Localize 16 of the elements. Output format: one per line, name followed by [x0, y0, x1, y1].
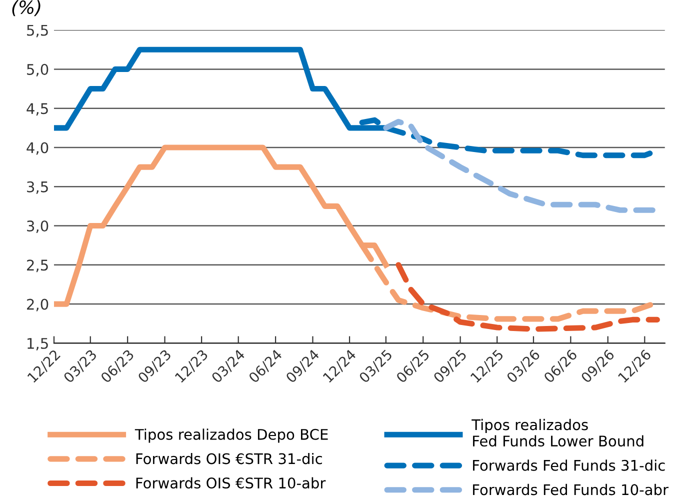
legend-label: Tipos realizados Depo BCE — [134, 428, 328, 443]
legend-label: Forwards Fed Funds 31-dic — [473, 460, 665, 471]
legend-label: Tipos realizados Fed Funds Lower Bound — [472, 418, 644, 447]
y-tick-label: 4,0 — [26, 142, 48, 155]
y-tick-label: 5,0 — [27, 64, 48, 76]
y-tick-label: 4,5 — [26, 103, 48, 116]
y-tick-label: 1,5 — [28, 338, 48, 350]
legend-label: Forwards Fed Funds 10-abr — [473, 484, 669, 496]
y-tick-label: 2,5 — [27, 260, 48, 272]
y-tick-label: 2,0 — [27, 298, 48, 312]
legend-label: Forwards OIS €STR 31-dic — [136, 452, 322, 464]
y-tick-label: 3,5 — [27, 181, 48, 194]
y-axis-title: (%) — [12, 0, 40, 16]
legend-label: Forwards OIS €STR 10-abr — [136, 477, 326, 489]
y-tick-label: 3,0 — [27, 220, 48, 233]
y-tick-label: 5,5 — [27, 24, 48, 38]
